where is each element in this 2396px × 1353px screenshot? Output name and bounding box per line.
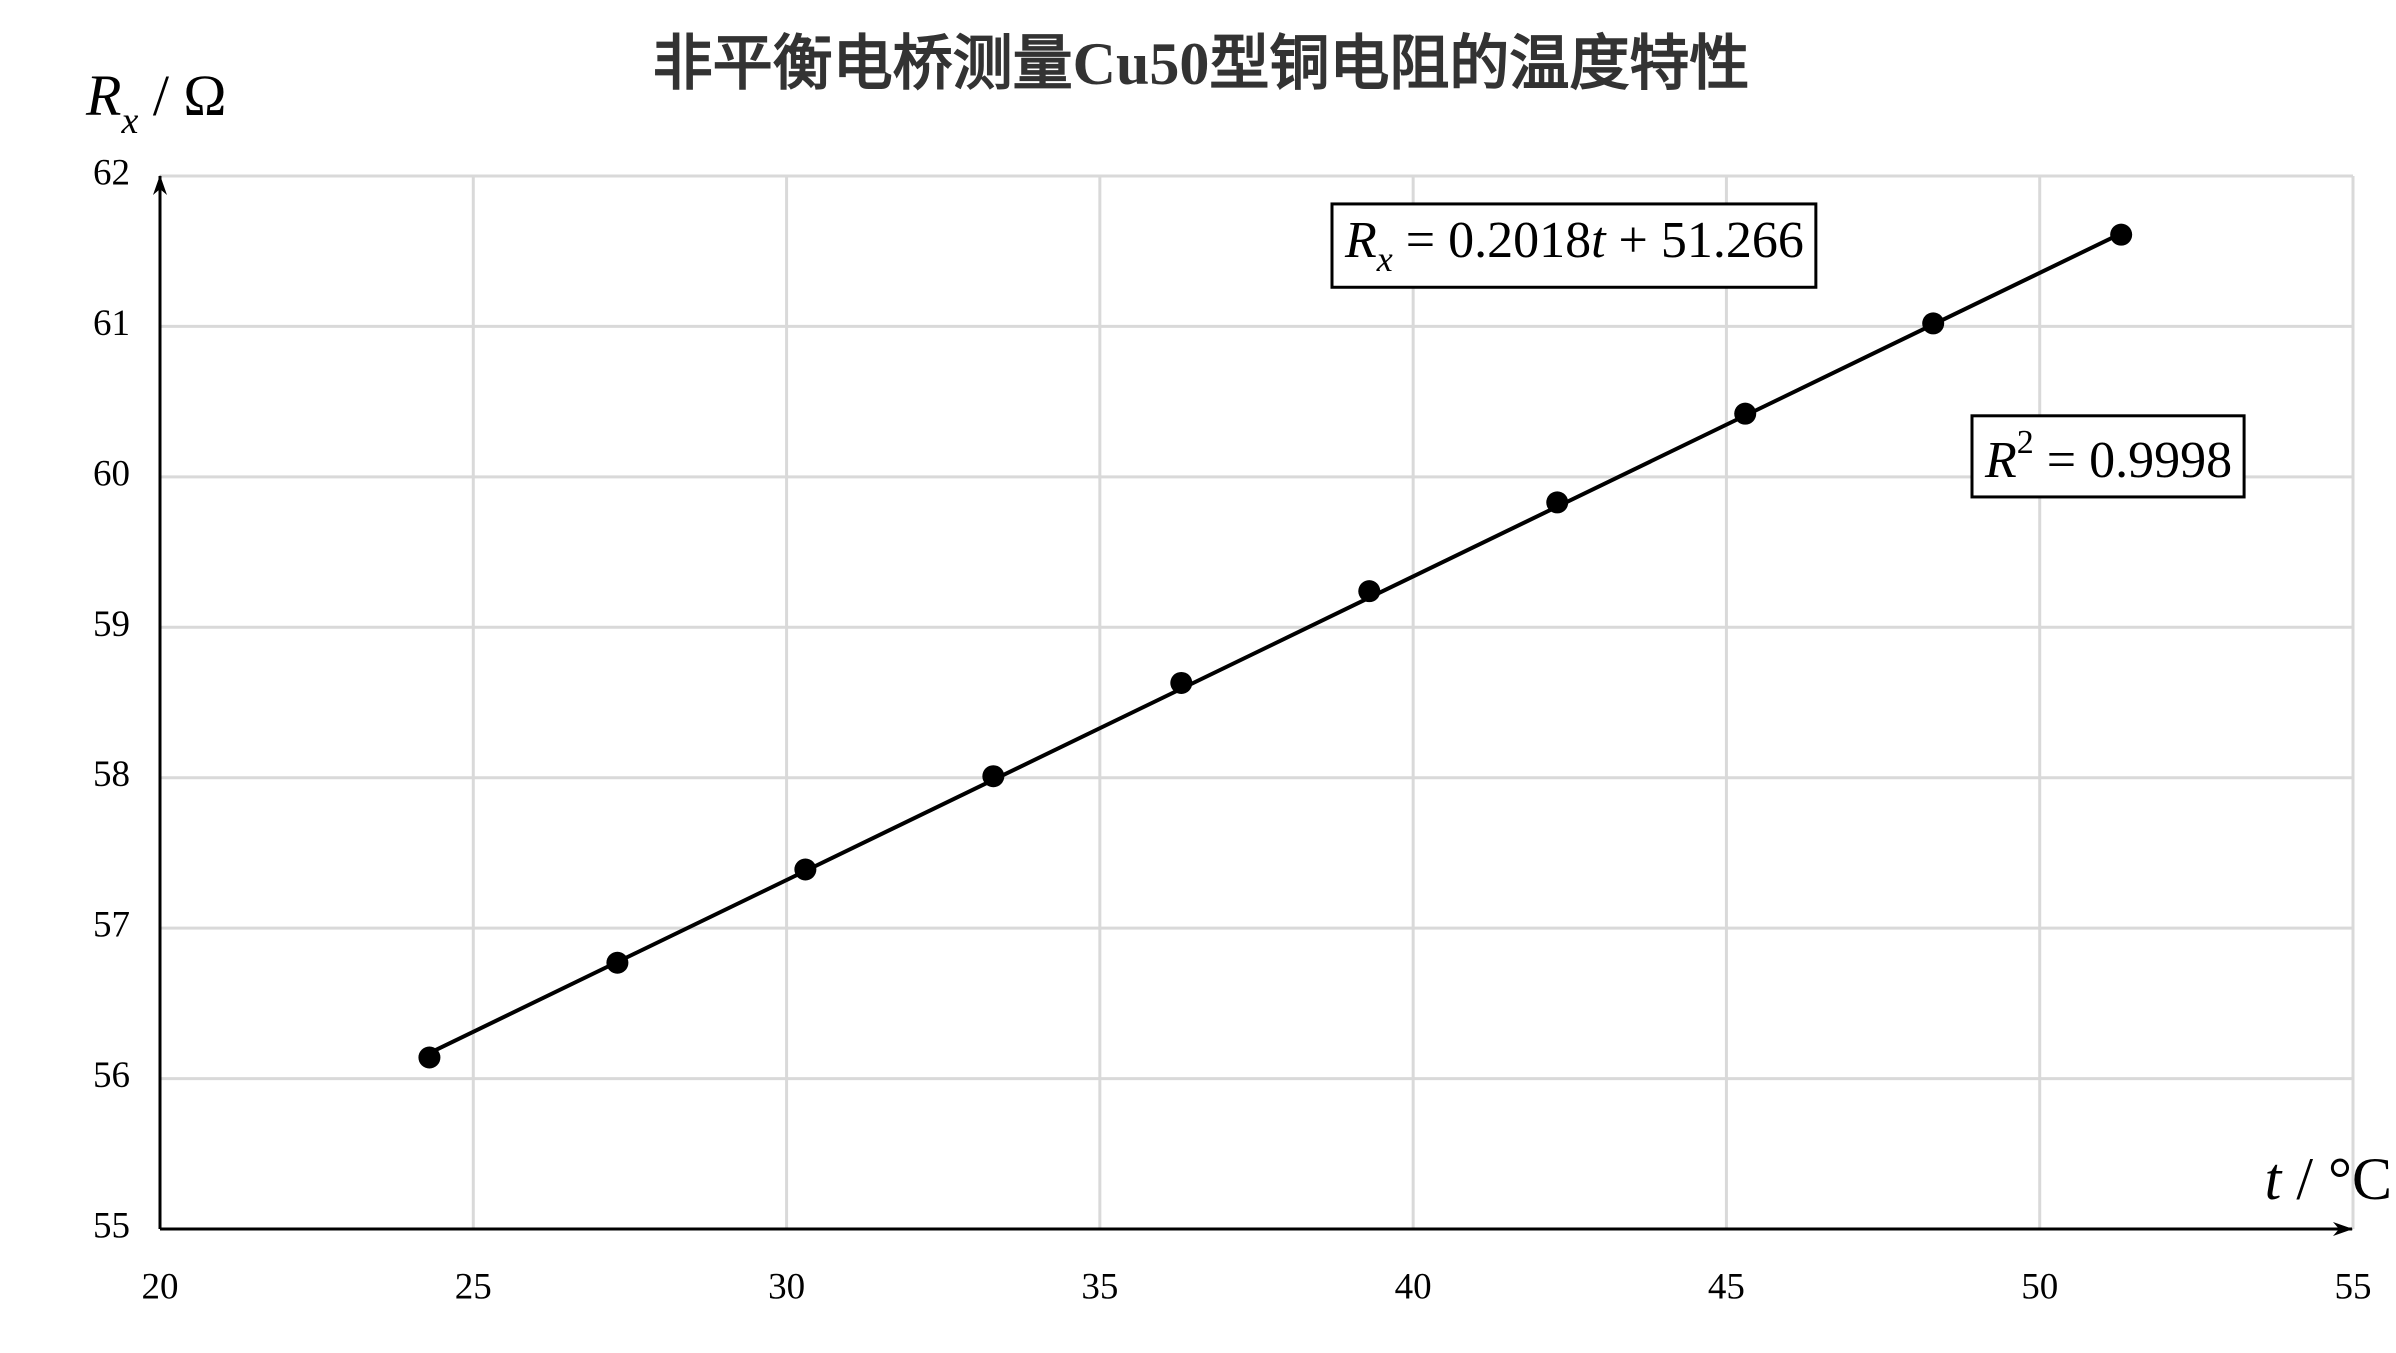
equation-part: + 51.266 [1606,212,1804,269]
x-tick-label: 40 [1395,1266,1432,1307]
r-squared-box [1970,414,2246,499]
data-point [1734,402,1757,425]
equation: Rx = 0.2018t + 51.266 [1344,212,1804,279]
data-point [606,951,629,974]
data-point [1358,580,1381,603]
y-tick-label: 55 [93,1205,130,1246]
chart-title: 非平衡电桥测量Cu50型铜电阻的温度特性 [653,31,1750,97]
data-point [418,1046,441,1069]
r-squared-part: = 0.9998 [2034,432,2232,489]
data-point [1170,671,1193,694]
y-tick-label: 56 [93,1055,130,1096]
y-tick-label: 57 [93,905,130,946]
r-squared-part: 2 [2017,424,2034,461]
x-label-part: t [2265,1146,2283,1212]
data-point [982,765,1005,788]
equation-part: = 0.2018 [1393,212,1591,269]
x-tick-label: 50 [2021,1266,2058,1307]
equation-part: R [1344,212,1377,269]
y-label-part: / Ω [138,63,226,128]
equation-part: x [1376,239,1393,279]
y-tick-label: 59 [93,604,130,645]
x-tick-label: 45 [1708,1266,1745,1307]
equation-part: t [1591,212,1607,269]
y-tick-label: 60 [93,453,130,494]
equation-box [1330,202,1818,289]
y-tick-label: 61 [93,303,130,344]
data-point [1922,312,1945,335]
y-label-part: x [120,100,138,142]
x-tick-label: 20 [142,1266,179,1307]
data-point [794,858,817,881]
y-axis-label: Rx / Ω [85,63,227,141]
x-tick-label: 25 [455,1266,492,1307]
r-squared-part: R [1984,432,2017,489]
data-point [1546,491,1569,514]
x-tick-label: 30 [768,1266,805,1307]
r-squared: R2 = 0.9998 [1984,424,2232,489]
trend-line [428,231,2123,1055]
x-label-part: / °C [2281,1146,2392,1212]
x-axis-label: t / °C [2265,1146,2392,1212]
grid [158,174,2355,1231]
y-tick-label: 58 [93,754,130,795]
data-point [2110,223,2133,246]
y-label-part: R [85,63,121,128]
x-tick-label: 35 [1081,1266,1118,1307]
x-tick-label: 55 [2335,1266,2372,1307]
y-tick-label: 62 [93,152,130,193]
